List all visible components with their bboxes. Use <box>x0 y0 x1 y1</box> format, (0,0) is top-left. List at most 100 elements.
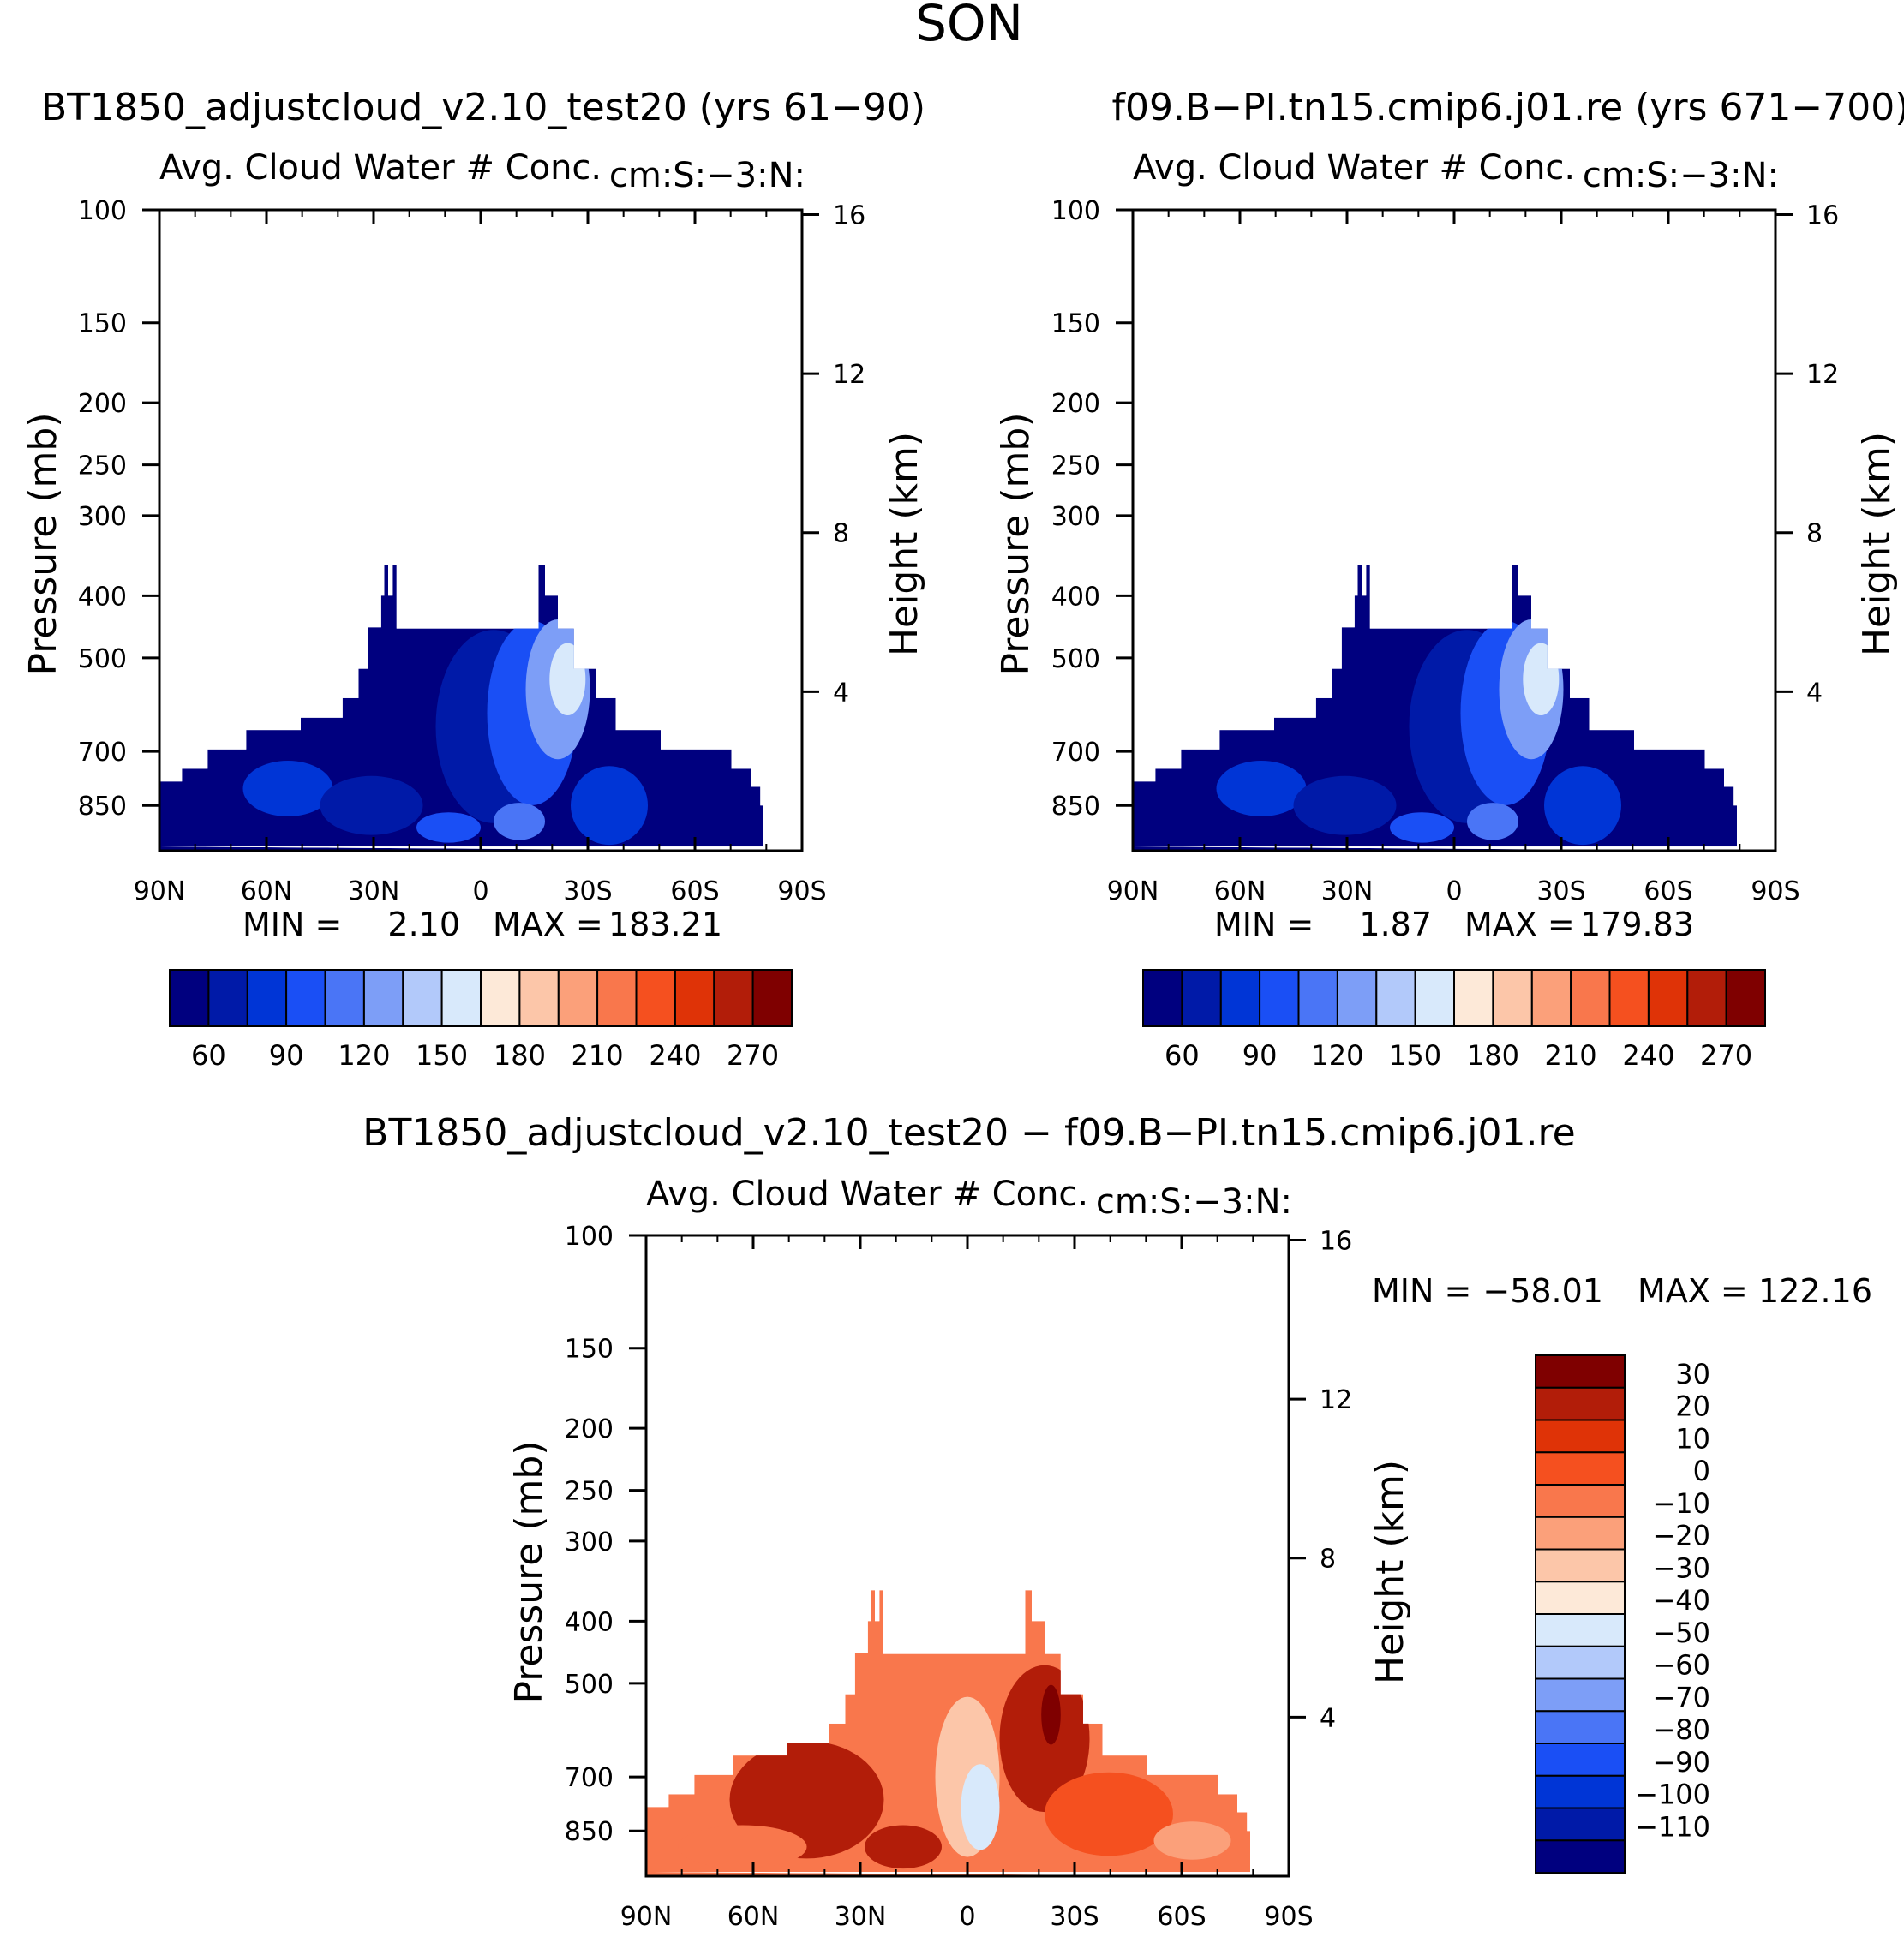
y-right-tick-label: 4 <box>1320 1703 1336 1733</box>
colorbar-label: 180 <box>1467 1039 1519 1072</box>
colorbar-label: 270 <box>1700 1039 1752 1072</box>
panel-control: f09.B−PI.tn15.cmip6.j01.re (yrs 671−700)… <box>994 86 1904 1072</box>
colorbar-swatch <box>1181 969 1222 1027</box>
colorbar-swatch <box>713 969 754 1027</box>
y-tick-label: 850 <box>78 792 127 822</box>
y-right-tick-label: 8 <box>1806 519 1823 549</box>
panel-title: f09.B−PI.tn15.cmip6.j01.re (yrs 671−700) <box>1112 86 1904 129</box>
colorbar-label: 90 <box>1242 1039 1278 1072</box>
y-tick-label: 150 <box>1051 309 1100 339</box>
colorbar-swatch <box>440 969 482 1027</box>
colorbar-swatch <box>324 969 365 1027</box>
colorbar-label: −80 <box>1652 1713 1710 1746</box>
contour-region <box>571 766 648 846</box>
contour-region <box>698 1689 762 1740</box>
y-right-tick-label: 4 <box>833 678 849 708</box>
y-tick-label: 300 <box>565 1527 614 1557</box>
panel-subtitle-right: cm:S:−3:N: <box>609 156 805 195</box>
colorbar-label: 270 <box>727 1039 779 1072</box>
panel-title: BT1850_adjustcloud_v2.10_test20 − f09.B−… <box>362 1111 1575 1155</box>
colorbar-swatch <box>285 969 326 1027</box>
x-tick-label: 90N <box>620 1902 673 1932</box>
colorbar-swatch <box>246 969 288 1027</box>
colorbar-swatch <box>674 969 715 1027</box>
contour-region <box>494 803 545 840</box>
y-tick-label: 250 <box>78 451 127 481</box>
panel-difference: BT1850_adjustcloud_v2.10_test20 − f09.B−… <box>362 1111 1872 1932</box>
colorbar-label: −110 <box>1635 1810 1710 1843</box>
colorbar-swatch <box>1647 969 1689 1027</box>
colorbar-swatch <box>1535 1677 1626 1713</box>
x-tick-label: 30N <box>1321 876 1374 906</box>
y-tick-label: 100 <box>565 1222 614 1252</box>
y-right-tick-label: 12 <box>1806 360 1839 390</box>
colorbar-swatch <box>1570 969 1611 1027</box>
colorbar: 60 90 120 150 180 210 240 270 <box>1142 969 1766 1072</box>
panel-subtitle-right: cm:S:−3:N: <box>1096 1182 1292 1222</box>
y-tick-label: 500 <box>565 1670 614 1700</box>
colorbar-label: −30 <box>1652 1551 1710 1584</box>
x-tick-label: 60S <box>670 876 719 906</box>
panel-case: BT1850_adjustcloud_v2.10_test20 (yrs 61−… <box>21 86 926 1072</box>
y-right-tick-label: 16 <box>833 200 865 230</box>
y-tick-label: 700 <box>78 738 127 768</box>
x-tick-label: 30N <box>835 1902 887 1932</box>
y-tick-label: 700 <box>1051 738 1100 768</box>
min-label: MIN = <box>1372 1272 1471 1310</box>
y-axis-right-label: Height (km) <box>883 432 926 656</box>
colorbar-swatch <box>596 969 638 1027</box>
contour-field <box>159 565 763 851</box>
x-tick-label: 30S <box>1536 876 1585 906</box>
contour-region <box>1544 766 1621 846</box>
max-label: MAX = <box>1464 906 1575 943</box>
colorbar-swatch <box>1686 969 1727 1027</box>
colorbar-swatch <box>557 969 599 1027</box>
colorbar-swatch <box>1535 1386 1626 1421</box>
y-tick-label: 700 <box>565 1763 614 1793</box>
panel-subtitle-left: Avg. Cloud Water # Conc. <box>646 1175 1088 1214</box>
colorbar-swatch <box>362 969 404 1027</box>
max-value: 183.21 <box>608 906 722 943</box>
max-value: 179.83 <box>1580 906 1694 943</box>
y-tick-label: 250 <box>1051 451 1100 481</box>
contour-region <box>1390 812 1454 843</box>
y-tick-label: 400 <box>78 582 127 612</box>
colorbar-label: 210 <box>1545 1039 1597 1072</box>
x-tick-label: 0 <box>1446 876 1462 906</box>
plot-area: 90N 60N 30N 0 30S 60S 90S 100 150 200 250 300 400 500… <box>1051 196 1839 906</box>
colorbar-swatch <box>1142 969 1183 1027</box>
y-tick-label: 200 <box>565 1414 614 1444</box>
y-tick-label: 100 <box>1051 196 1100 226</box>
colorbar-swatch <box>1535 1354 1626 1389</box>
colorbar-swatch <box>751 969 793 1027</box>
x-tick-label: 90N <box>134 876 186 906</box>
colorbar-label: 120 <box>338 1039 390 1072</box>
figure-title: SON <box>915 0 1023 52</box>
contour-field <box>646 1590 1250 1876</box>
colorbar-label: 60 <box>191 1039 226 1072</box>
y-axis-label: Pressure (mb) <box>21 413 65 676</box>
colorbar-swatch <box>1535 1516 1626 1551</box>
y-tick-label: 500 <box>78 644 127 674</box>
colorbar: 3020100−10−20−30−40−50−60−70−80−90−100−1… <box>1535 1354 1710 1874</box>
colorbar-swatch <box>1414 969 1455 1027</box>
colorbar-label: 120 <box>1311 1039 1363 1072</box>
contour-region <box>416 812 481 843</box>
min-value: 2.10 <box>387 906 460 943</box>
y-tick-label: 400 <box>565 1607 614 1637</box>
colorbar-label: −50 <box>1652 1617 1710 1649</box>
contour-region <box>1293 775 1397 835</box>
colorbar-label: 150 <box>416 1039 468 1072</box>
min-label: MIN = <box>1214 906 1314 943</box>
colorbar-swatch <box>1535 1839 1626 1874</box>
colorbar-label: 150 <box>1389 1039 1441 1072</box>
colorbar-swatch <box>1453 969 1494 1027</box>
y-right-tick-label: 12 <box>833 360 865 390</box>
colorbar-label: −60 <box>1652 1649 1710 1682</box>
colorbar-swatch <box>1535 1419 1626 1454</box>
colorbar-swatch <box>1535 1807 1626 1842</box>
contour-region <box>999 1665 1090 1813</box>
x-tick-label: 60S <box>1644 876 1692 906</box>
x-tick-label: 60N <box>727 1902 780 1932</box>
y-tick-label: 200 <box>78 389 127 419</box>
